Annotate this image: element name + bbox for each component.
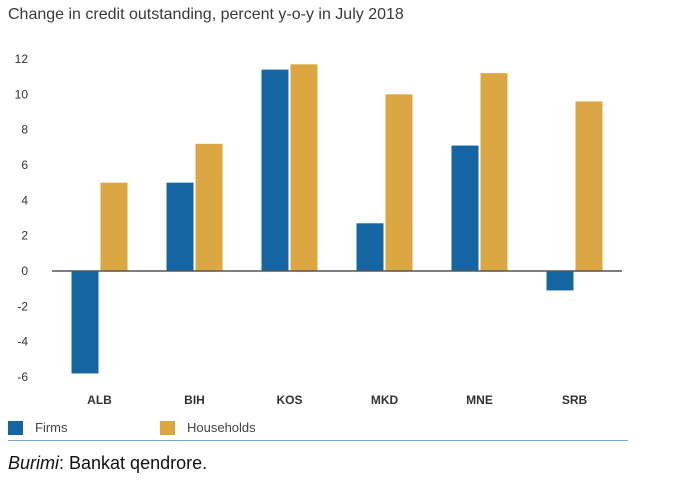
legend-label-firms: Firms: [35, 420, 68, 435]
x-category-label: SRB: [562, 393, 588, 407]
y-axis-ticks: 12 10 8 6 4 2 0 -2 -4 -6: [15, 52, 29, 384]
y-tick-label: -2: [17, 299, 28, 313]
bar-households-alb: [100, 182, 128, 271]
x-category-label: ALB: [87, 393, 112, 407]
y-tick-label: -4: [17, 335, 28, 349]
bar-firms-kos: [261, 69, 289, 271]
bar-firms-mne: [451, 145, 479, 271]
legend-swatch-firms: [8, 420, 23, 435]
y-tick-label: 2: [21, 229, 28, 243]
bar-firms-mkd: [356, 223, 384, 271]
y-tick-label: 0: [21, 264, 28, 278]
legend-swatch-households: [160, 420, 175, 435]
source-text: : Bankat qendrore.: [59, 453, 208, 473]
y-tick-label: 6: [21, 158, 28, 172]
legend-label-households: Households: [187, 420, 256, 435]
bars: [71, 64, 603, 374]
y-tick-label: 10: [15, 87, 29, 101]
bar-firms-bih: [166, 182, 194, 271]
bar-households-srb: [575, 101, 603, 272]
bar-chart: 12 10 8 6 4 2 0 -2 -4 -6 ALB BIH KOS MKD MNE SRB: [15, 52, 622, 407]
x-category-label: MNE: [466, 393, 493, 407]
bar-firms-alb: [71, 271, 99, 374]
bar-firms-srb: [546, 271, 574, 291]
y-tick-label: 12: [15, 52, 29, 66]
y-tick-label: 4: [21, 193, 28, 207]
bar-households-mkd: [385, 94, 413, 271]
bar-households-bih: [195, 143, 223, 271]
x-category-label: BIH: [184, 393, 205, 407]
legend-item-households: Households: [160, 420, 256, 435]
source-note: Burimi: Bankat qendrore.: [8, 453, 207, 474]
bar-households-kos: [290, 64, 318, 271]
x-category-label: KOS: [276, 393, 302, 407]
legend-item-firms: Firms: [8, 420, 68, 435]
bar-households-mne: [480, 73, 508, 271]
x-category-label: MKD: [371, 393, 399, 407]
chart-title: Change in credit outstanding, percent y-…: [8, 6, 404, 23]
y-tick-label: -6: [17, 370, 28, 384]
y-tick-label: 8: [21, 123, 28, 137]
legend: Firms Households: [8, 418, 628, 441]
source-label: Burimi: [8, 453, 60, 473]
category-labels: ALB BIH KOS MKD MNE SRB: [87, 393, 587, 407]
